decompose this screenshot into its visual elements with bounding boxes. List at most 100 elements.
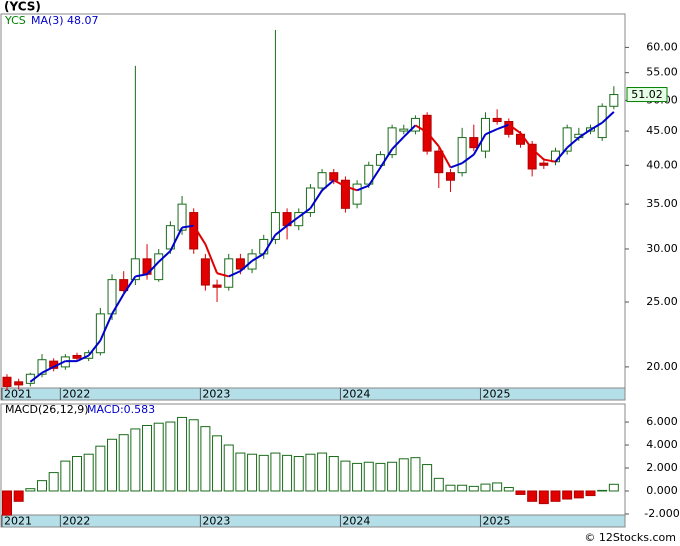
macd-bar [25,488,36,492]
macd-bar [153,422,164,492]
ma-segment [450,162,463,169]
macd-bar [37,480,48,492]
macd-bar [352,462,363,492]
date-band [0,514,626,528]
candle-body [387,127,397,156]
candle-body [154,253,164,281]
date-band [0,387,626,401]
price-tag-label: 51.02 [631,88,663,101]
candle-body [119,279,129,292]
macd-bar [60,460,71,492]
candle-body [130,258,140,281]
ma-segment [543,158,556,163]
candle-body [410,117,420,132]
ma-segment [53,360,66,368]
legend-ma: MA(3) [31,14,64,27]
candle-body [562,127,572,152]
y-tick-label: 25.00 [646,295,678,308]
ma-segment [578,128,592,139]
ma-segment [321,179,335,192]
candle-body [539,162,549,166]
ma-segment [356,184,370,192]
x-tick-label: 2023 [202,388,230,401]
ma-segment [87,339,102,357]
ma-segment [204,243,218,274]
candle-body [200,258,210,286]
ma-segment [554,147,568,163]
y-tick-label: 35.00 [646,197,678,210]
ma-segment [403,124,417,138]
x-tick-label: 2021 [4,388,32,401]
macd-bar [457,484,468,492]
ma-segment [41,366,55,374]
legend-ma-value: 48.07 [67,14,99,27]
ma-segment [566,136,580,149]
macd-bar [398,458,409,492]
macd-bar [422,464,433,492]
macd-bar [480,483,491,492]
x-tick-label: 2021 [4,515,32,528]
macd-bar [445,484,456,492]
candle-body [305,187,315,214]
y-tick-label: 6.000 [646,415,678,428]
ma-segment [135,273,148,278]
ma-segment [367,166,382,187]
ma-segment [239,260,253,272]
macd-title: MACD(26,12,9) [5,403,89,416]
candle-body [399,128,409,132]
macd-bar [562,490,573,500]
ma-segment [274,224,288,236]
ma-segment [345,185,358,192]
price-tag [626,87,668,103]
macd-bar [223,444,234,492]
macd-bar [573,490,584,499]
candle-body [224,258,234,288]
y-tick-label: 55.00 [646,66,678,79]
candle-body [504,121,514,135]
candle-body [177,203,187,231]
candle-body [550,150,560,163]
macd-bar [270,452,281,492]
macd-bar [527,490,538,502]
macd-bar [328,456,339,492]
x-tick-label: 2022 [62,515,90,528]
ma-segment [485,128,498,136]
ma-segment [589,121,603,131]
candle-body [527,143,537,170]
macd-bar [2,490,12,516]
ma-segment [496,123,510,131]
macd-bar [503,487,514,492]
macd-bar [305,453,316,492]
macd-legend-value: MACD:0.583 [87,403,155,416]
macd-bar [375,462,386,492]
macd-bar [130,428,141,492]
ma-segment [122,275,137,295]
candle-body [72,354,82,359]
ma-segment [169,227,183,252]
legend-symbol: YCS [4,14,26,27]
candle-body [14,381,24,386]
macd-bar [515,490,526,495]
macd-bar [585,490,596,497]
candle-body [212,284,222,288]
candle-body [609,94,619,107]
ma-segment [99,313,113,341]
ma-segment [601,111,615,124]
ma-segment [414,124,428,134]
macd-bar [550,490,561,502]
ma-segment [333,179,346,188]
macd-bar [282,454,293,492]
macd-bar [118,434,129,492]
candle-body [492,117,502,123]
ma-segment [472,133,487,156]
macd-bar [363,461,374,492]
x-tick-label: 2023 [202,515,230,528]
y-tick-label: 4.000 [646,438,678,451]
x-tick-label: 2024 [342,388,370,401]
ma-segment [192,225,207,245]
ma-segment [379,148,393,169]
macd-bar [492,482,503,492]
ma-segment [76,354,90,363]
footer: © 12Stocks.com [584,531,676,544]
